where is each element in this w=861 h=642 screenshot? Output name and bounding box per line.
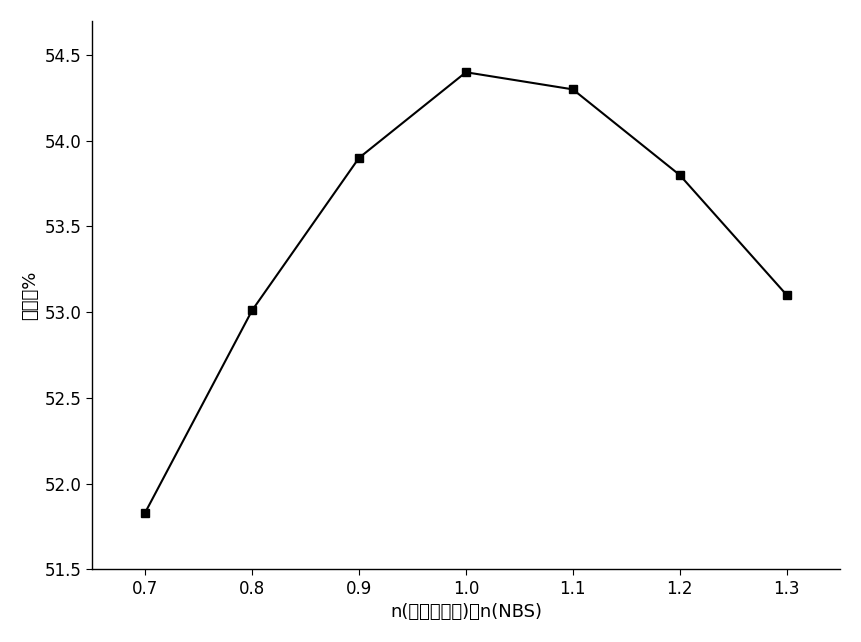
Y-axis label: 产率／%: 产率／% — [21, 270, 39, 320]
X-axis label: n(四甲基吠啊)：n(NBS): n(四甲基吠啊)：n(NBS) — [390, 603, 542, 621]
